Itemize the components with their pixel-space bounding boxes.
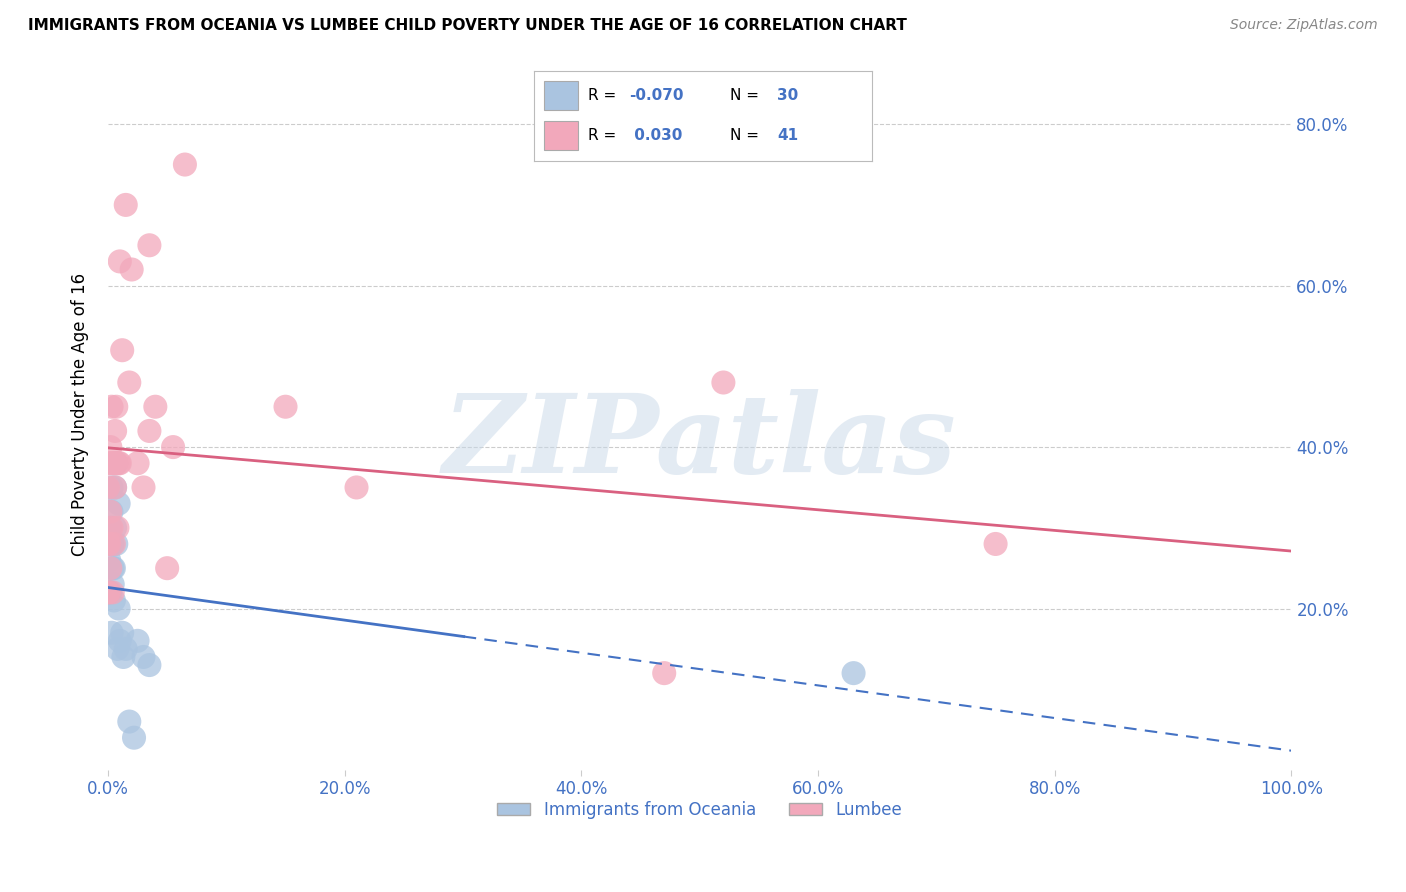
Point bbox=[156, 561, 179, 575]
Text: 0.030: 0.030 bbox=[628, 128, 682, 143]
Point bbox=[100, 537, 122, 551]
Point bbox=[274, 400, 297, 414]
Point bbox=[138, 424, 160, 438]
Point bbox=[100, 625, 122, 640]
Point bbox=[97, 537, 120, 551]
Point bbox=[98, 585, 121, 599]
Point bbox=[98, 521, 121, 535]
Point bbox=[127, 456, 149, 470]
Point bbox=[104, 480, 127, 494]
Point bbox=[114, 198, 136, 212]
Text: Source: ZipAtlas.com: Source: ZipAtlas.com bbox=[1230, 18, 1378, 32]
Point bbox=[98, 505, 121, 519]
Point bbox=[108, 254, 131, 268]
Point bbox=[100, 456, 122, 470]
Text: 30: 30 bbox=[778, 88, 799, 103]
Point bbox=[98, 440, 121, 454]
Point bbox=[98, 456, 121, 470]
Point bbox=[984, 537, 1007, 551]
Point bbox=[105, 456, 128, 470]
Point bbox=[105, 537, 128, 551]
Point bbox=[103, 456, 125, 470]
Point bbox=[118, 376, 141, 390]
Point bbox=[100, 521, 122, 535]
Point bbox=[98, 585, 121, 599]
Point bbox=[111, 343, 134, 358]
Point bbox=[652, 666, 675, 681]
Point bbox=[108, 633, 131, 648]
Point bbox=[101, 561, 124, 575]
Point bbox=[100, 480, 122, 494]
Point bbox=[132, 480, 155, 494]
Point bbox=[108, 456, 131, 470]
Point bbox=[101, 456, 124, 470]
Bar bbox=[544, 81, 578, 110]
Point bbox=[138, 658, 160, 673]
Point bbox=[143, 400, 166, 414]
Text: 41: 41 bbox=[778, 128, 799, 143]
Point bbox=[127, 633, 149, 648]
Text: ZIPatlas: ZIPatlas bbox=[443, 390, 956, 497]
Point bbox=[100, 400, 122, 414]
Text: R =: R = bbox=[588, 88, 616, 103]
Point bbox=[97, 480, 120, 494]
Point bbox=[101, 577, 124, 591]
Point bbox=[174, 157, 197, 171]
Point bbox=[107, 456, 129, 470]
Point bbox=[97, 585, 120, 599]
Point bbox=[107, 521, 129, 535]
Point bbox=[104, 424, 127, 438]
Point bbox=[114, 641, 136, 656]
Point bbox=[112, 650, 135, 665]
Point bbox=[103, 593, 125, 607]
Text: N =: N = bbox=[730, 128, 759, 143]
Text: IMMIGRANTS FROM OCEANIA VS LUMBEE CHILD POVERTY UNDER THE AGE OF 16 CORRELATION : IMMIGRANTS FROM OCEANIA VS LUMBEE CHILD … bbox=[28, 18, 907, 33]
Point bbox=[105, 400, 128, 414]
Point bbox=[104, 480, 127, 494]
Point bbox=[107, 601, 129, 615]
Point bbox=[103, 561, 125, 575]
Text: -0.070: -0.070 bbox=[628, 88, 683, 103]
Y-axis label: Child Poverty Under the Age of 16: Child Poverty Under the Age of 16 bbox=[72, 273, 89, 557]
Point bbox=[98, 537, 121, 551]
Point bbox=[100, 505, 122, 519]
Point bbox=[121, 262, 143, 277]
Point bbox=[104, 521, 127, 535]
Point bbox=[111, 625, 134, 640]
Bar bbox=[544, 121, 578, 150]
Text: N =: N = bbox=[730, 88, 759, 103]
Point bbox=[98, 553, 121, 567]
Point bbox=[122, 731, 145, 745]
Point bbox=[162, 440, 184, 454]
Point bbox=[103, 537, 125, 551]
Point bbox=[98, 585, 121, 599]
Legend: Immigrants from Oceania, Lumbee: Immigrants from Oceania, Lumbee bbox=[491, 794, 910, 826]
Point bbox=[132, 650, 155, 665]
Point bbox=[118, 714, 141, 729]
Point bbox=[98, 561, 121, 575]
Point bbox=[713, 376, 735, 390]
Text: R =: R = bbox=[588, 128, 616, 143]
Point bbox=[346, 480, 368, 494]
Point bbox=[101, 537, 124, 551]
Point bbox=[105, 456, 128, 470]
Point bbox=[842, 666, 865, 681]
Point bbox=[101, 585, 124, 599]
Point bbox=[107, 497, 129, 511]
Point bbox=[107, 641, 129, 656]
Point bbox=[138, 238, 160, 252]
